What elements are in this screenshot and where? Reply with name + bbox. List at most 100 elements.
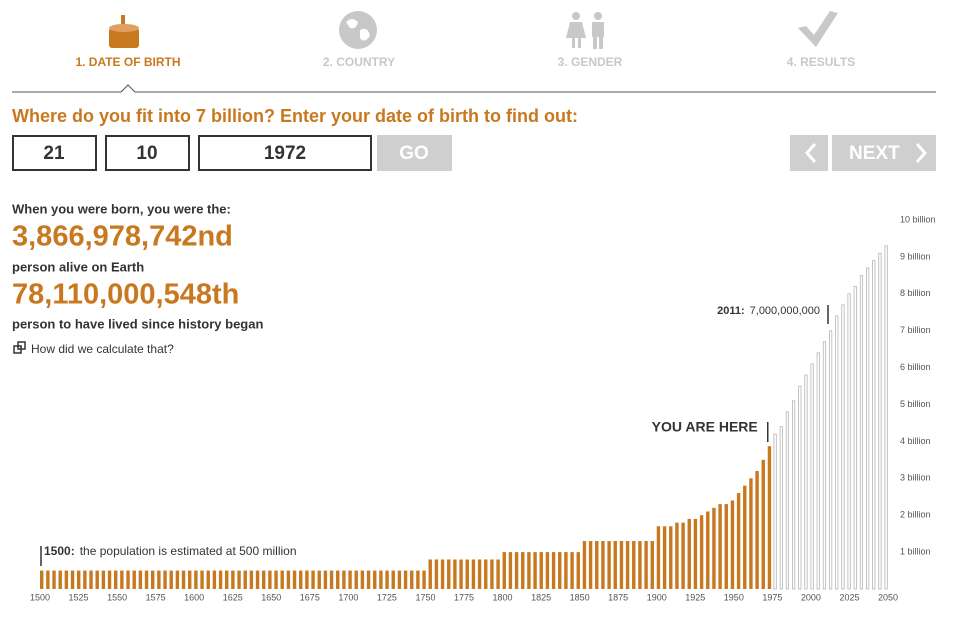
x-tick-label: 1600 <box>184 592 204 602</box>
bar <box>465 559 469 589</box>
bar <box>872 260 876 590</box>
bar <box>527 552 531 589</box>
bar <box>299 570 303 589</box>
prev-arrow <box>804 143 817 163</box>
x-tick-label: 1775 <box>454 592 474 602</box>
next-button[interactable] <box>832 135 936 171</box>
bar <box>144 570 149 589</box>
x-tick-label: 1625 <box>223 592 243 602</box>
bar <box>632 541 636 589</box>
bar <box>545 552 550 589</box>
x-tick-label: 1800 <box>493 592 513 602</box>
year-value[interactable]: 1972 <box>264 143 306 164</box>
step-tab[interactable]: 4. RESULTS <box>787 55 855 69</box>
bar <box>822 341 827 590</box>
bar <box>613 541 617 589</box>
bar <box>40 570 44 589</box>
go-button[interactable] <box>377 135 452 171</box>
y-tick-label: 2 billion <box>900 510 931 520</box>
day-value[interactable]: 21 <box>43 143 65 164</box>
bar <box>724 504 728 589</box>
bar <box>625 541 630 589</box>
bar <box>200 570 204 589</box>
x-tick-label: 1750 <box>415 592 435 602</box>
bar <box>718 504 722 589</box>
bar <box>274 570 278 589</box>
bar <box>755 470 759 589</box>
bar <box>835 315 839 590</box>
bar <box>601 541 605 589</box>
bar <box>866 267 870 590</box>
bar <box>46 570 50 589</box>
bar <box>687 518 691 589</box>
annotation-text: 7,000,000,000 <box>750 305 820 317</box>
x-tick-label: 1975 <box>762 592 782 602</box>
bar <box>163 570 167 589</box>
go-label[interactable]: GO <box>399 143 429 164</box>
bar <box>761 459 765 589</box>
bar <box>323 570 328 589</box>
annotation-text: the population is estimated at 500 milli… <box>80 544 297 558</box>
bar <box>779 426 783 590</box>
bar <box>360 570 365 589</box>
x-tick-label: 1675 <box>300 592 320 602</box>
bar <box>588 541 593 589</box>
bar <box>83 570 87 589</box>
bar <box>58 570 62 589</box>
bar <box>403 570 408 589</box>
x-tick-label: 1875 <box>608 592 628 602</box>
bar <box>749 478 753 589</box>
cake-icon <box>109 15 139 48</box>
annotation-label: 1500: <box>44 544 75 558</box>
month-input[interactable] <box>105 135 190 171</box>
x-tick-label: 2025 <box>839 592 859 602</box>
bar <box>138 570 143 589</box>
x-tick-label: 1525 <box>69 592 89 602</box>
bar <box>539 552 543 589</box>
bar <box>792 400 796 590</box>
bar <box>514 552 519 589</box>
step-tab[interactable]: 2. COUNTRY <box>323 55 395 69</box>
bar <box>595 541 599 589</box>
next-label[interactable]: NEXT <box>849 143 900 164</box>
bar <box>428 559 432 589</box>
x-tick-label: 1700 <box>338 592 358 602</box>
bar <box>336 570 340 589</box>
step-tab[interactable]: 3. GENDER <box>558 55 623 69</box>
bar <box>225 570 229 589</box>
bar <box>286 570 291 589</box>
bar <box>366 570 371 589</box>
bar <box>373 570 377 589</box>
bar <box>206 570 210 589</box>
annotation: 1500: the population is estimated at 500 … <box>44 544 297 558</box>
bar <box>52 570 56 589</box>
bar <box>675 522 679 589</box>
bar <box>354 570 358 589</box>
bar <box>231 570 235 589</box>
bar <box>496 559 500 589</box>
y-tick-label: 1 billion <box>900 546 931 556</box>
bar <box>484 559 488 589</box>
bar <box>712 507 716 589</box>
bar <box>810 363 814 590</box>
bar <box>471 559 476 589</box>
bar <box>434 559 439 589</box>
bar <box>508 552 513 589</box>
bar <box>453 559 457 589</box>
annotation: YOU ARE HERE <box>652 419 758 435</box>
popup-icon <box>13 341 26 354</box>
bar <box>570 552 574 589</box>
step-tab[interactable]: 1. DATE OF BIRTH <box>75 55 180 69</box>
bar <box>490 559 494 589</box>
bar <box>521 552 525 589</box>
bar <box>188 570 192 589</box>
bar <box>262 570 266 589</box>
year-input[interactable] <box>198 135 372 171</box>
x-tick-label: 1550 <box>107 592 127 602</box>
month-value[interactable]: 10 <box>136 143 157 164</box>
bar <box>773 433 777 590</box>
bar <box>70 570 75 589</box>
calc-link[interactable]: How did we calculate that? <box>31 342 174 356</box>
day-input[interactable] <box>12 135 97 171</box>
